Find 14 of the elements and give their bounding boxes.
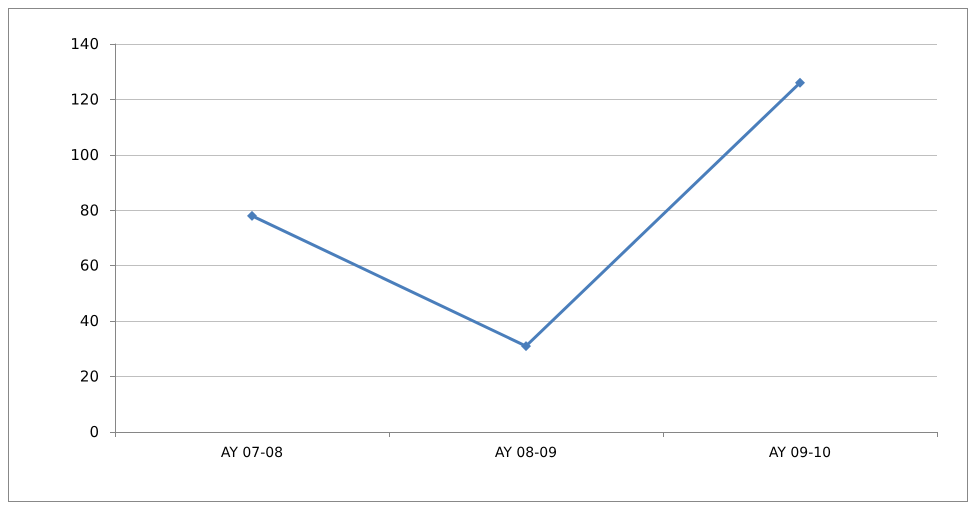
y-tick-label: 120 [70, 90, 99, 108]
point [795, 78, 805, 88]
y-tick-label: 0 [89, 423, 99, 441]
x-tick-label: AY 07-08 [220, 445, 284, 461]
x-tick-label: AY 08-09 [494, 445, 558, 461]
point [521, 341, 531, 352]
y-tick-label: 60 [80, 256, 99, 275]
y-tick-label: 20 [80, 368, 99, 386]
y-tick-label: 140 [70, 35, 99, 53]
y-tick-label: 100 [70, 146, 99, 164]
point [247, 210, 257, 221]
x-tick-label: AY 09-10 [768, 445, 832, 461]
y-tick-label: 40 [80, 312, 99, 330]
y-tick-label: 80 [80, 201, 99, 220]
